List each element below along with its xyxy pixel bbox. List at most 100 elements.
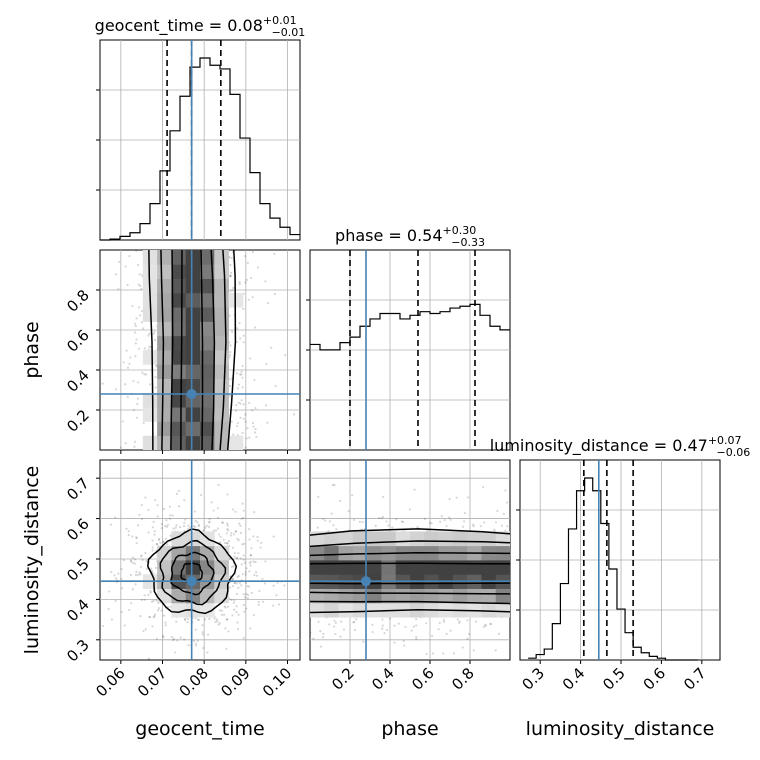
truth-marker-geocent_time-phase [186, 389, 197, 399]
sample-point [201, 624, 204, 627]
density-cell [157, 264, 172, 279]
density-cell [171, 602, 187, 618]
sample-point [251, 251, 254, 254]
sample-point [381, 515, 385, 518]
sample-point [228, 314, 231, 317]
sample-point [239, 337, 242, 340]
density-cell [142, 264, 158, 279]
sample-point [148, 615, 152, 619]
sample-point [122, 361, 125, 364]
sample-point [371, 630, 374, 634]
sample-point [176, 639, 179, 642]
sample-point [381, 627, 384, 630]
sample-point [261, 577, 264, 581]
density-cell [185, 292, 201, 308]
sample-point [233, 581, 236, 584]
density-cell [467, 560, 482, 575]
sample-point [140, 598, 143, 602]
sample-point [267, 302, 270, 305]
sample-point [179, 636, 182, 639]
sample-point [194, 617, 197, 620]
sample-point [253, 431, 257, 434]
sample-point [217, 483, 220, 487]
sample-point [244, 413, 247, 416]
sample-point [383, 632, 386, 635]
sample-point [143, 594, 146, 597]
sample-point [506, 525, 509, 528]
sample-point [239, 416, 242, 419]
sample-point [235, 372, 239, 375]
density-cell [338, 602, 354, 618]
sample-point [484, 624, 487, 627]
sample-point [248, 401, 251, 405]
sample-point [273, 252, 276, 255]
sample-point [393, 624, 396, 627]
sample-point [202, 529, 205, 532]
density-cell [352, 602, 368, 618]
sample-point [250, 547, 253, 550]
density-cell [424, 588, 439, 604]
sample-point [254, 560, 257, 564]
sample-point [126, 366, 130, 369]
xlabel-geocent-time: geocent_time [135, 718, 264, 740]
sample-point [147, 593, 150, 597]
sample-point [132, 379, 135, 383]
sample-point [332, 524, 335, 527]
sample-point [415, 618, 418, 621]
sample-point [266, 421, 269, 424]
sample-point [493, 528, 496, 531]
sample-point [134, 324, 137, 328]
sample-point [232, 601, 235, 604]
sample-point [212, 529, 216, 532]
sample-point [208, 521, 211, 524]
density-cell [338, 560, 354, 575]
sample-point [247, 585, 251, 588]
sample-point [270, 346, 273, 349]
sample-point [138, 513, 141, 517]
sample-point [352, 518, 356, 521]
sample-point [229, 271, 233, 274]
density-cell [171, 407, 187, 422]
sample-point [229, 534, 233, 537]
sample-point [241, 543, 244, 546]
sample-point [140, 504, 143, 507]
sample-point [239, 402, 242, 405]
sample-point [238, 522, 241, 525]
density-cell [157, 407, 172, 422]
sample-point [144, 551, 147, 555]
sample-point [125, 349, 128, 352]
sample-point [490, 623, 493, 626]
density-cell [310, 560, 325, 575]
sample-point [237, 552, 240, 555]
sample-point [183, 499, 186, 502]
sample-point [223, 613, 226, 616]
sample-point [164, 624, 167, 627]
density-cell [171, 292, 187, 308]
sample-point [284, 354, 287, 357]
truth-marker-geocent_time-luminosity_distance [186, 576, 197, 587]
density-cell [214, 435, 229, 450]
panel-2d-geocent-time-luminosity-distance [99, 459, 301, 661]
contour-geocent_time-luminosity_distance-2 [159, 539, 227, 606]
density-cell [185, 278, 201, 294]
sample-point [208, 517, 211, 521]
sample-point [264, 560, 267, 563]
sample-point [466, 619, 469, 622]
sample-point [226, 542, 229, 545]
sample-point [223, 605, 226, 608]
density-cell [171, 421, 187, 437]
sample-point [162, 636, 165, 639]
sample-point [147, 334, 150, 337]
sample-point [254, 571, 258, 574]
density-cell [495, 602, 510, 618]
sample-point [463, 520, 466, 523]
sample-point [120, 587, 124, 590]
sample-point [342, 628, 346, 631]
sample-point [147, 531, 150, 534]
sample-point [114, 273, 117, 276]
density-cell [157, 250, 172, 265]
sample-point [228, 275, 232, 278]
density-cell [395, 560, 411, 575]
sample-point [425, 653, 428, 656]
